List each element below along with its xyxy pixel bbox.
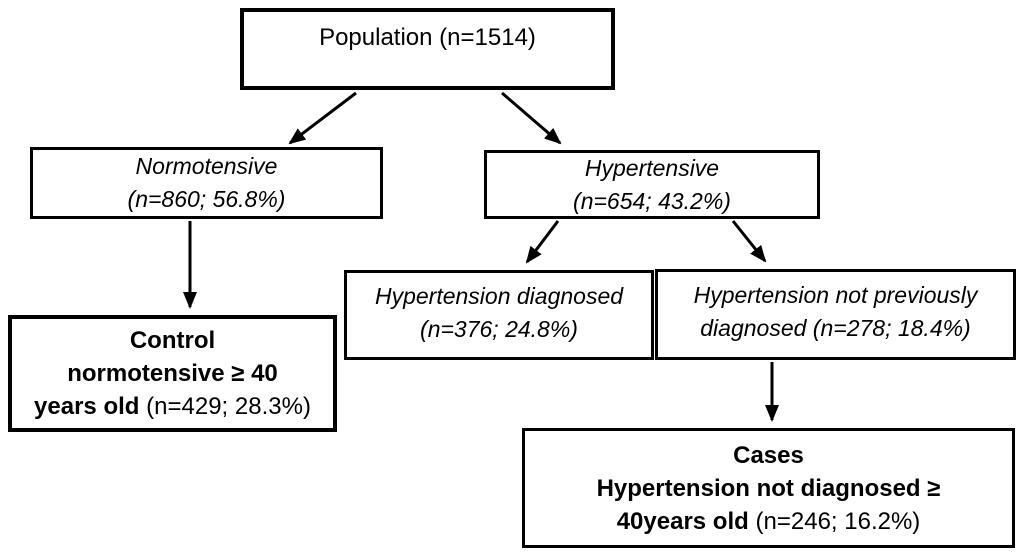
hypertensive-count: (n=654; 43.2%) <box>573 187 731 214</box>
normotensive-label: Normotensive <box>135 153 278 179</box>
node-control: Control normotensive ≥ 40 years old (n=42… <box>8 315 337 432</box>
control-count-bold: years old <box>34 393 140 420</box>
hypertension-not-previously-label-1: Hypertension not previously <box>693 282 978 308</box>
arrow-hypertensive-to-not-previously <box>731 220 767 263</box>
control-title: Control <box>129 327 216 354</box>
hypertensive-label: Hypertensive <box>584 154 720 181</box>
control-criteria: normotensive ≥ 40 <box>67 360 278 387</box>
arrow-hypertensive-to-diagnosed <box>525 220 560 264</box>
node-hypertension-diagnosed: Hypertension diagnosed (n=376; 24.8%) <box>344 270 654 360</box>
cases-count-line: 40years old (n=246; 16.2%) <box>617 505 921 538</box>
cases-criteria: Hypertension not diagnosed ≥ <box>596 474 941 502</box>
cases-title: Cases <box>733 441 804 469</box>
arrow-population-to-normotensive <box>288 91 357 145</box>
normotensive-count: (n=860; 56.8%) <box>127 186 286 212</box>
node-population: Population (n=1514) <box>240 8 615 90</box>
hypertension-not-previously-label-2: diagnosed (n=278; 18.4%) <box>700 315 971 341</box>
node-hypertension-not-previously-diagnosed: Hypertension not previously diagnosed (n… <box>655 269 1016 360</box>
control-count-regular: (n=429; 28.3%) <box>146 393 311 420</box>
node-normotensive: Normotensive (n=860; 56.8%) <box>30 147 383 219</box>
population-label: Population (n=1514) <box>319 24 536 51</box>
cases-count-bold: 40years old <box>616 507 749 535</box>
control-count-line: years old (n=429; 28.3%) <box>34 390 311 423</box>
hypertension-diagnosed-count: (n=376; 24.8%) <box>420 316 578 342</box>
arrow-population-to-hypertensive <box>501 91 562 145</box>
node-hypertensive: Hypertensive (n=654; 43.2%) <box>484 150 820 219</box>
cases-count-regular: (n=246; 16.2%) <box>755 507 921 535</box>
hypertension-diagnosed-label: Hypertension diagnosed <box>374 283 624 309</box>
node-cases: Cases Hypertension not diagnosed ≥ 40yea… <box>522 428 1015 548</box>
